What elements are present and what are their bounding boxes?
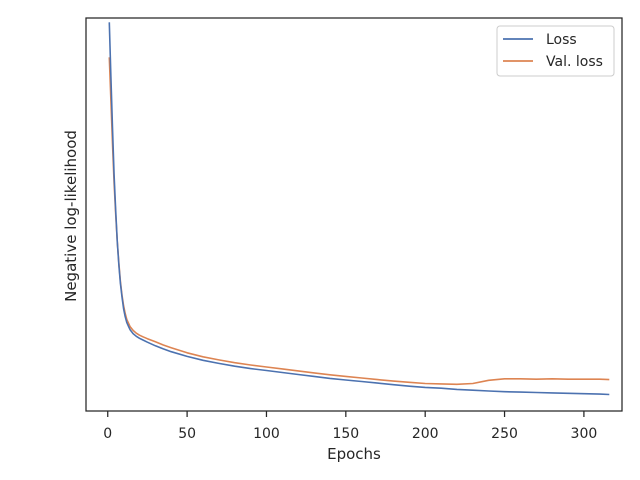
x-tick-label: 50 bbox=[178, 426, 196, 442]
y-axis-label: Negative log-likelihood bbox=[62, 130, 80, 302]
x-tick-label: 100 bbox=[253, 426, 280, 442]
x-axis-ticks: 0 50 100 150 200 250 300 bbox=[103, 411, 597, 442]
series-lines bbox=[108, 22, 610, 396]
series-line-loss bbox=[108, 22, 610, 396]
plot-area-frame bbox=[85, 17, 623, 412]
legend-label: Loss bbox=[546, 32, 577, 48]
legend-label: Val. loss bbox=[546, 54, 603, 70]
x-tick-label: 150 bbox=[332, 426, 359, 442]
x-axis-label: Epochs bbox=[327, 445, 381, 463]
x-tick-label: 300 bbox=[571, 426, 598, 442]
x-tick-label: 0 bbox=[103, 426, 112, 442]
legend: Loss Val. loss bbox=[496, 25, 615, 77]
x-tick-label: 200 bbox=[412, 426, 439, 442]
x-tick-label: 250 bbox=[491, 426, 518, 442]
